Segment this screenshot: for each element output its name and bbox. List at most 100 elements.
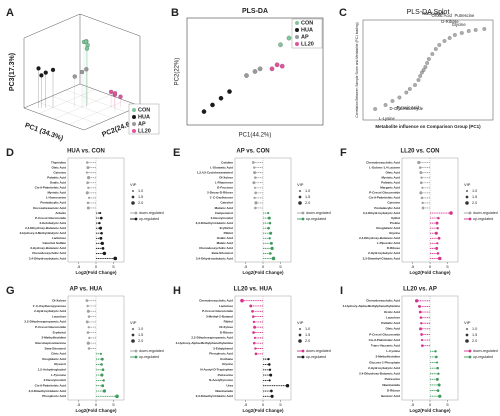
row-label: L-Rhamnose: [215, 181, 234, 185]
size-legend-marker: [298, 339, 302, 343]
lollipop-dot: [418, 304, 421, 308]
row-label: Xylitol: [391, 216, 400, 220]
row-label: 3-Methylhistidine: [41, 336, 66, 340]
row-label: Chenodeoxycholic Acid: [366, 299, 400, 303]
row-label: Thymidine: [51, 160, 66, 164]
annotation: Niacinamide: [422, 11, 446, 16]
row-label: Benzoic Acid: [381, 394, 400, 398]
legend-label: HUA: [301, 27, 313, 33]
point: [413, 83, 417, 87]
annotation: Glycine: [452, 22, 467, 27]
row-label: Proline: [390, 221, 401, 225]
legend-label: up-regulated: [139, 217, 159, 221]
legend-title: VIP: [297, 320, 304, 325]
point: [274, 62, 280, 68]
lollipop-dot: [85, 320, 89, 324]
legend-marker: [132, 129, 136, 133]
legend-label: CON: [138, 107, 150, 113]
size-legend-marker: [299, 190, 301, 192]
lollipop-dot: [87, 186, 90, 189]
lollipop-dot: [113, 256, 118, 261]
row-label: Chenodeoxycholic Acid: [199, 298, 233, 302]
lollipop-dot: [419, 327, 422, 331]
lollipop-dot: [253, 196, 256, 200]
row-label: 4-Hydroxy-Alpha-Methylphenethylamine: [343, 304, 401, 308]
x-axis-label: Log2(Fold Change): [243, 270, 284, 275]
row-label: 4-Hydroxy-Alpha-Methylphenethylamine: [176, 341, 234, 345]
lollipop-dot: [102, 251, 107, 256]
legend-label: up-regulated: [473, 355, 493, 359]
x-axis-label: Log2(Fold Change): [243, 408, 284, 413]
point: [279, 63, 285, 69]
row-label: L-Gulono-1,4-Lactone: [369, 165, 400, 169]
lollipop-dot: [435, 246, 439, 250]
lollipop-dot: [420, 333, 423, 336]
lollipop-dot: [87, 347, 91, 350]
point: [437, 43, 442, 47]
size-legend-marker: [132, 328, 134, 330]
row-label: L-Homoserine: [46, 196, 67, 200]
legend-marker: [134, 349, 138, 353]
legend-label: AP: [138, 121, 146, 127]
lollipop-dot: [434, 355, 438, 359]
lollipop-dot: [102, 389, 107, 393]
lollipop-dot: [254, 347, 257, 350]
legend-label: down-regulated: [306, 211, 331, 215]
lollipop-dot: [251, 161, 255, 164]
legend-title: VIP: [464, 320, 471, 325]
point: [112, 91, 118, 96]
row-label: 3,3-Dimethyl-Glutaric Acid: [196, 394, 234, 398]
row-label: N-Acetyl-D-Tryptophan: [200, 368, 233, 372]
legend-label: down-regulated: [473, 211, 498, 215]
annotation: Orotic Acid: [432, 13, 453, 18]
row-label: 3,3-Dimethyl-Glutaric Acid: [29, 389, 67, 393]
lollipop-dot: [270, 246, 274, 250]
point: [421, 68, 426, 72]
point: [244, 73, 249, 78]
row-label: 2-Hydroxybutyric Acid: [34, 309, 66, 313]
chart-title: LL20 vs. CON: [400, 149, 439, 155]
point: [442, 39, 447, 43]
point: [36, 66, 41, 71]
lollipop-dot: [254, 176, 257, 179]
lollipop-dot: [419, 191, 423, 195]
lollipop-dot: [249, 304, 253, 308]
size-legend-label: 2.0: [138, 339, 143, 343]
size-legend-label: 2.0: [472, 339, 477, 343]
size-legend-label: 1.5: [138, 333, 143, 337]
lollipop-dot: [86, 166, 90, 170]
size-legend-label: 1.0: [305, 189, 310, 193]
row-label: Putrescine: [218, 373, 234, 377]
row-label: P-Cresol Glucuronide: [35, 325, 66, 329]
row-label: Glycerol: [54, 362, 66, 366]
row-label: Putrescine: [385, 377, 401, 381]
row-label: Pentadecylic Acid: [374, 206, 400, 210]
lollipop-dot: [436, 227, 439, 230]
row-label: Catechol: [220, 201, 233, 205]
legend-label: down-regulated: [139, 349, 164, 353]
legend-marker: [134, 355, 138, 359]
row-label: Beta-Sitosterol: [45, 346, 67, 350]
lollipop-dot: [436, 366, 439, 370]
annotation: Pyruvic Acid: [396, 105, 419, 110]
row-label: P-Cresol Glucuronide: [369, 191, 400, 195]
size-legend-marker: [298, 201, 302, 205]
lollipop-dot: [101, 384, 105, 388]
lollipop-dot: [269, 373, 273, 377]
lollipop-dot: [102, 379, 105, 382]
size-legend-marker: [132, 190, 134, 192]
x-tick-label: -5: [244, 264, 248, 269]
row-label: L-Cystine: [386, 349, 400, 353]
point: [423, 65, 428, 69]
row-label: D-Ribose: [220, 330, 233, 334]
lollipop-dot: [418, 310, 422, 314]
point: [418, 74, 423, 78]
lollipop-dot: [100, 231, 103, 235]
x-tick-label: 0: [429, 402, 432, 407]
point: [404, 90, 409, 95]
lollipop-dot: [252, 320, 256, 324]
row-label: 2-Hydroxybutyric Acid: [368, 366, 400, 370]
size-legend-label: 1.0: [138, 189, 143, 193]
lollipop-dot: [267, 216, 271, 220]
